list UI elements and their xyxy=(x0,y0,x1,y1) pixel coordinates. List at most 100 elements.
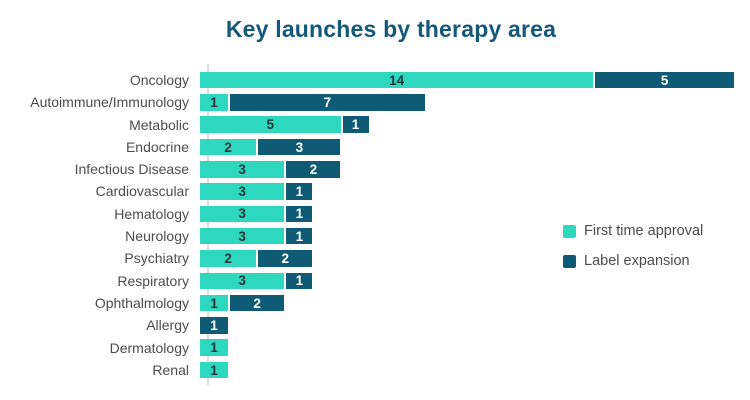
chart-row: Dermatology 1 xyxy=(0,337,734,359)
chart-row: Hematology 3 1 xyxy=(0,203,734,225)
legend-label: First time approval xyxy=(584,223,704,239)
bar-segment-label-expansion: 1 xyxy=(286,272,313,290)
bar-segment-first-time-approval: 1 xyxy=(200,94,229,111)
bar-segment-first-time-approval: 3 xyxy=(200,205,285,223)
value-label: 1 xyxy=(295,184,304,200)
bar-segment-first-time-approval: 1 xyxy=(200,294,229,312)
category-label: Autoimmune/Immunology xyxy=(30,94,189,111)
chart-row: Renal 1 xyxy=(0,359,734,381)
value-label: 3 xyxy=(238,161,246,177)
bar-segment-first-time-approval: 3 xyxy=(200,272,285,290)
legend-swatch xyxy=(563,224,576,238)
category-label: Allergy xyxy=(146,317,189,334)
bar-segment-label-expansion: 1 xyxy=(342,116,369,133)
bar-segment-first-time-approval: 5 xyxy=(200,116,341,133)
bar-segment-first-time-approval: 1 xyxy=(200,361,229,379)
value-label: 1 xyxy=(351,117,360,133)
legend: First time approval Label expansion xyxy=(563,221,703,281)
value-label: 1 xyxy=(295,228,304,244)
bar-segment-label-expansion: 1 xyxy=(200,317,229,334)
bar: 1 xyxy=(200,339,229,356)
chart-row: Neurology 3 1 xyxy=(0,225,734,247)
chart-row: Psychiatry 2 2 xyxy=(0,247,734,269)
bar-segment-label-expansion: 1 xyxy=(286,205,313,223)
bar-segment-label-expansion: 2 xyxy=(286,161,341,178)
value-label: 1 xyxy=(210,317,218,333)
legend-item: First time approval xyxy=(563,221,703,241)
bar: 1 xyxy=(200,317,229,334)
value-label: 1 xyxy=(210,340,218,356)
value-label: 5 xyxy=(266,117,274,133)
chart-row: Ophthalmology 1 2 xyxy=(0,292,734,314)
bar-segment-label-expansion: 2 xyxy=(230,294,285,312)
value-label: 3 xyxy=(238,273,246,289)
bar-segment-label-expansion: 3 xyxy=(258,138,341,156)
value-label: 3 xyxy=(238,184,246,200)
value-label: 1 xyxy=(295,273,304,289)
category-label: Neurology xyxy=(125,228,189,245)
category-label: Metabolic xyxy=(129,116,189,133)
category-label: Psychiatry xyxy=(124,250,189,267)
value-label: 2 xyxy=(224,251,232,267)
chart-row: Respiratory 3 1 xyxy=(0,270,734,292)
value-label: 1 xyxy=(295,206,304,222)
value-label: 2 xyxy=(253,295,261,311)
category-label: Oncology xyxy=(129,72,189,88)
bar-segment-label-expansion: 7 xyxy=(230,94,425,111)
chart-row: Oncology 14 5 xyxy=(0,69,734,91)
category-label: Hematology xyxy=(114,205,189,222)
bar-segment-first-time-approval: 2 xyxy=(200,138,257,156)
bar-segment-first-time-approval: 2 xyxy=(200,250,257,267)
category-label: Renal xyxy=(152,361,189,378)
bar-segment-first-time-approval: 3 xyxy=(200,161,285,178)
bar-segment-first-time-approval: 1 xyxy=(200,339,229,356)
value-label: 14 xyxy=(389,72,405,88)
chart-row: Cardiovascular 3 1 xyxy=(0,180,734,202)
bar-segment-label-expansion: 1 xyxy=(286,227,313,245)
bar-segment-label-expansion: 5 xyxy=(595,71,734,89)
chart-row: Infectious Disease 3 2 xyxy=(0,158,734,180)
value-label: 1 xyxy=(210,94,218,110)
value-label: 3 xyxy=(238,206,246,222)
value-label: 2 xyxy=(309,161,318,177)
legend-swatch xyxy=(563,254,576,268)
bar-chart: Oncology 14 5 Autoimmune/Immunology 1 7 Metabo… xyxy=(0,69,734,381)
bar-segment-first-time-approval: 14 xyxy=(200,71,594,89)
value-label: 5 xyxy=(660,72,669,88)
legend-label: Label expansion xyxy=(584,253,690,269)
category-label: Respiratory xyxy=(117,272,189,289)
bar: 1 xyxy=(200,361,229,379)
category-label: Dermatology xyxy=(109,339,189,356)
value-label: 1 xyxy=(210,362,218,378)
bar-segment-first-time-approval: 3 xyxy=(200,227,285,245)
chart-row: Autoimmune/Immunology 1 7 xyxy=(0,91,734,113)
chart-row: Metabolic 5 1 xyxy=(0,114,734,136)
bar-segment-first-time-approval: 3 xyxy=(200,183,285,200)
value-label: 2 xyxy=(224,139,232,155)
value-label: 1 xyxy=(210,295,218,311)
chart-row: Allergy 1 xyxy=(0,314,734,336)
value-label: 7 xyxy=(323,94,332,110)
bar: 14 5 xyxy=(200,71,734,89)
category-label: Infectious Disease xyxy=(74,161,189,178)
y-axis-line xyxy=(207,64,209,385)
chart-row: Endocrine 2 3 xyxy=(0,136,734,158)
chart-title: Key launches by therapy area xyxy=(225,16,557,42)
legend-item: Label expansion xyxy=(563,251,703,271)
category-label: Ophthalmology xyxy=(94,294,189,311)
value-label: 2 xyxy=(281,251,290,267)
value-label: 3 xyxy=(295,139,304,155)
bar-segment-label-expansion: 1 xyxy=(286,183,313,200)
category-label: Cardiovascular xyxy=(95,183,189,200)
category-label: Endocrine xyxy=(125,138,189,155)
